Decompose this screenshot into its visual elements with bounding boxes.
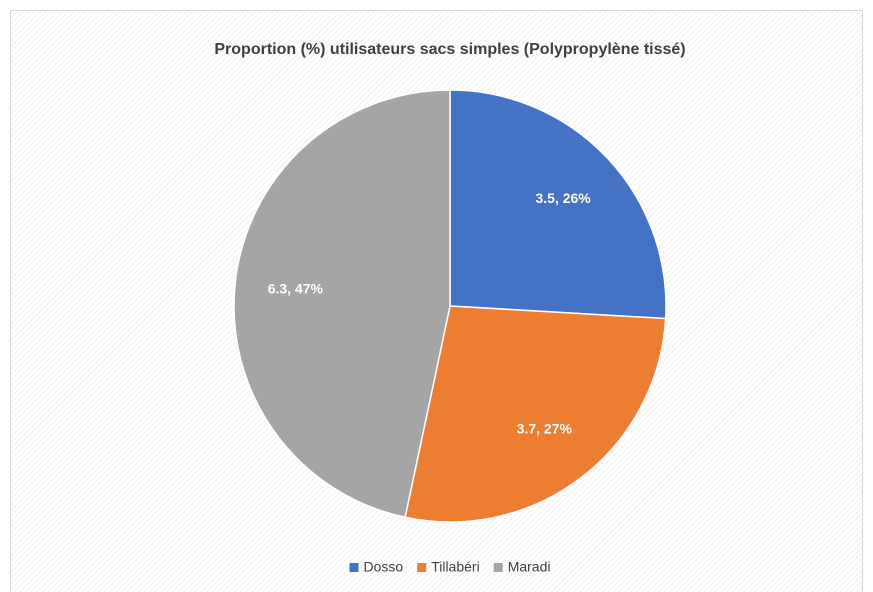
legend-label: Maradi [508,559,551,575]
data-label: 6.3, 47% [268,280,324,296]
data-label: 3.7, 27% [517,420,573,436]
pie-slice [233,89,451,519]
legend-swatch [493,563,503,572]
pie-slice [449,89,667,320]
legend-label: Dosso [364,559,404,575]
legend-swatch [417,563,427,572]
pie-slice [404,305,667,523]
legend: Dosso Tillabéri Maradi [349,559,551,575]
chart-title: Proportion (%) utilisateurs sacs simples… [214,41,685,58]
legend-swatch [349,563,359,572]
data-label: 3.5, 26% [535,190,591,206]
legend-label: Tillabéri [431,559,480,575]
